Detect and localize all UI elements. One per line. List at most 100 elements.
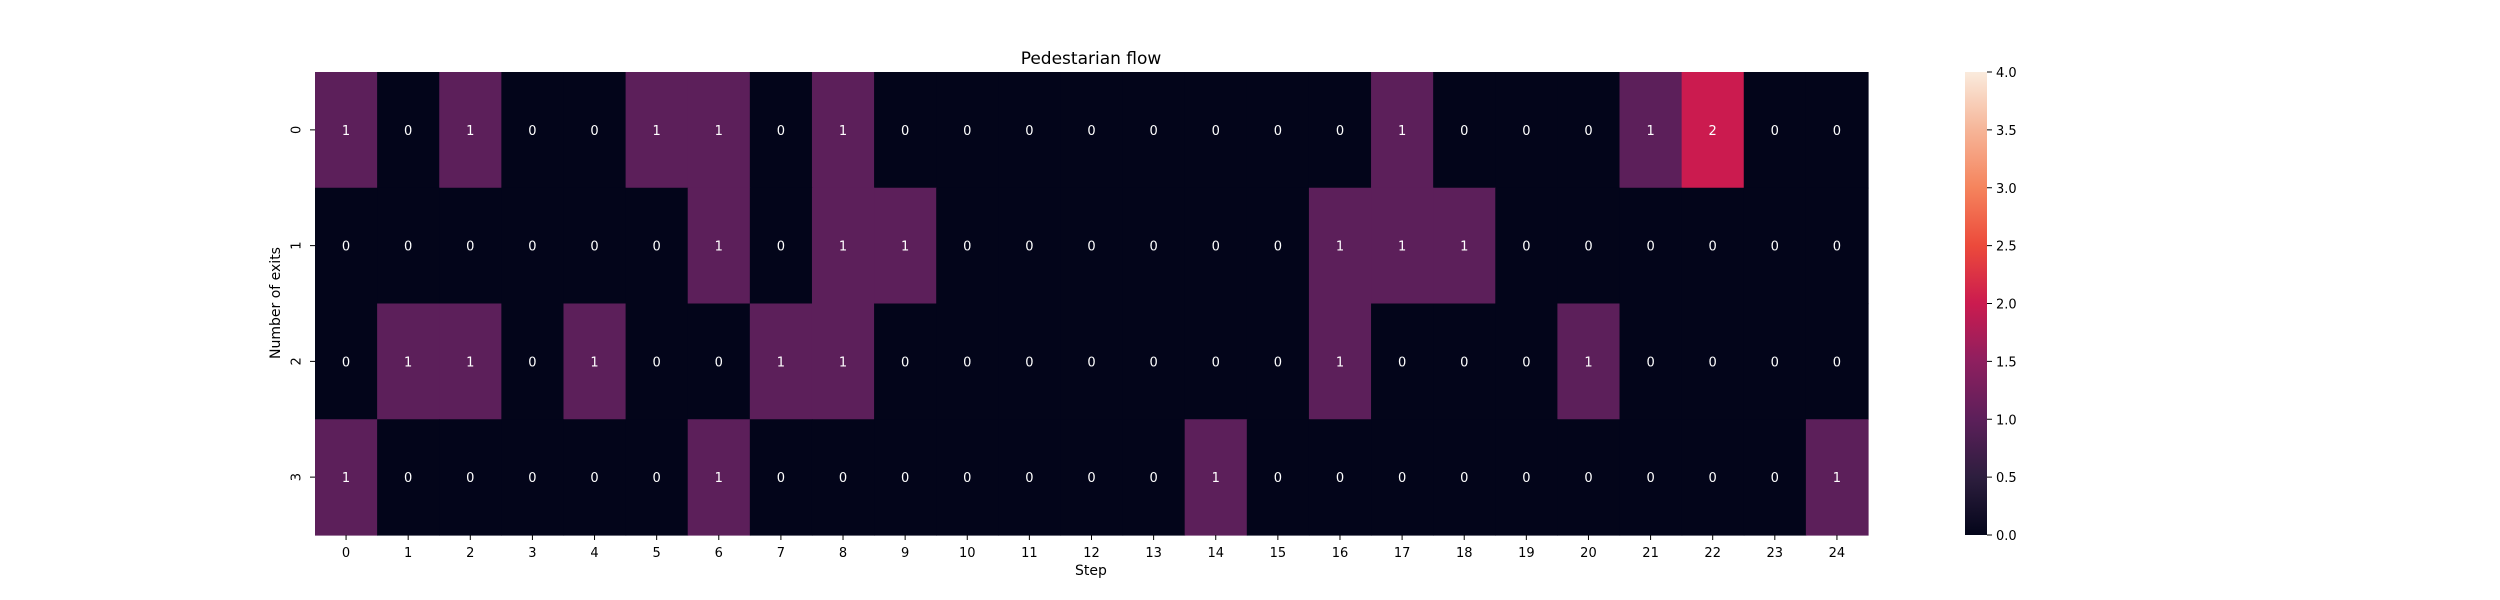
heatmap-cell bbox=[1184, 419, 1248, 536]
heatmap-cell bbox=[811, 187, 875, 305]
x-tick-label: 3 bbox=[528, 546, 536, 561]
heatmap-cell bbox=[936, 72, 999, 189]
x-tick-label: 15 bbox=[1270, 546, 1287, 561]
cell-value-label: 1 bbox=[1398, 240, 1406, 255]
cell-value-label: 0 bbox=[1646, 355, 1654, 370]
cell-value-label: 0 bbox=[901, 471, 909, 486]
heatmap-cell bbox=[1619, 303, 1683, 420]
heatmap-cell bbox=[377, 419, 440, 536]
colorbar-tick-label: 1.5 bbox=[1996, 355, 2017, 370]
cell-value-label: 0 bbox=[1398, 471, 1406, 486]
heatmap-cell bbox=[315, 72, 378, 189]
heatmap-cell bbox=[1495, 72, 1558, 189]
cell-value-label: 0 bbox=[528, 240, 536, 255]
heatmap-cell-labels: 1 0 1 0 0 1 1 0 1 0 0 0 0 0 0 0 0 1 0 0 0 1 2 0 0 0 0 0 0 0 0 1 0 1 1 0 0 0 0 0… bbox=[342, 124, 1841, 486]
heatmap-cell bbox=[1308, 419, 1372, 536]
heatmap-cell bbox=[1122, 72, 1186, 189]
colorbar-tick-label: 4.0 bbox=[1996, 66, 2017, 81]
cell-value-label: 0 bbox=[528, 471, 536, 486]
heatmap-cell bbox=[315, 303, 378, 420]
cell-value-label: 0 bbox=[1833, 355, 1841, 370]
heatmap-cell bbox=[1805, 419, 1869, 536]
heatmap-cell bbox=[1060, 187, 1124, 305]
cell-value-label: 0 bbox=[1833, 124, 1841, 139]
heatmap-cell bbox=[563, 187, 627, 305]
cell-value-label: 1 bbox=[466, 355, 474, 370]
cell-value-label: 0 bbox=[1212, 240, 1220, 255]
heatmap-cell bbox=[687, 187, 751, 305]
heatmap-cell bbox=[687, 419, 751, 536]
cell-value-label: 0 bbox=[1584, 471, 1592, 486]
cell-value-label: 0 bbox=[1336, 471, 1344, 486]
cell-value-label: 0 bbox=[963, 355, 971, 370]
cell-value-label: 0 bbox=[466, 471, 474, 486]
cell-value-label: 0 bbox=[1709, 355, 1717, 370]
cell-value-label: 0 bbox=[901, 355, 909, 370]
heatmap-cell bbox=[1495, 303, 1558, 420]
heatmap-cell bbox=[1743, 303, 1807, 420]
colorbar: 0.0 0.5 1.0 1.5 2.0 2.5 3.0 3.5 4.0 bbox=[1965, 66, 2017, 544]
cell-value-label: 0 bbox=[1087, 355, 1095, 370]
x-tick-label: 22 bbox=[1704, 546, 1721, 561]
heatmap-cell bbox=[687, 72, 751, 189]
heatmap-cell bbox=[501, 72, 565, 189]
cell-value-label: 0 bbox=[1087, 471, 1095, 486]
x-tick-label: 1 bbox=[404, 546, 412, 561]
heatmap-cell bbox=[874, 187, 937, 305]
cell-value-label: 0 bbox=[466, 240, 474, 255]
cell-value-label: 0 bbox=[1212, 124, 1220, 139]
cell-value-label: 0 bbox=[1336, 124, 1344, 139]
heatmap-cell bbox=[1619, 72, 1683, 189]
cell-value-label: 0 bbox=[342, 240, 350, 255]
colorbar-tick-label: 2.5 bbox=[1996, 240, 2017, 255]
x-tick-label: 9 bbox=[901, 546, 909, 561]
heatmap-cell bbox=[936, 187, 999, 305]
cell-value-label: 1 bbox=[839, 355, 847, 370]
heatmap-cell bbox=[998, 72, 1062, 189]
cell-value-label: 0 bbox=[963, 240, 971, 255]
cell-value-label: 0 bbox=[1771, 355, 1779, 370]
x-tick-label: 11 bbox=[1021, 546, 1038, 561]
y-tick-label: 0 bbox=[290, 126, 305, 134]
cell-value-label: 0 bbox=[1149, 240, 1157, 255]
heatmap-cell bbox=[377, 72, 440, 189]
heatmap-cell bbox=[687, 303, 751, 420]
cell-value-label: 0 bbox=[1149, 471, 1157, 486]
cell-value-label: 1 bbox=[901, 240, 909, 255]
heatmap-cell bbox=[1805, 187, 1869, 305]
heatmap-cell bbox=[1619, 187, 1683, 305]
colorbar-gradient bbox=[1965, 72, 1987, 535]
heatmap-cell bbox=[998, 419, 1062, 536]
heatmap-cell bbox=[1557, 72, 1621, 189]
heatmap-cell bbox=[1433, 303, 1496, 420]
x-tick-label: 21 bbox=[1642, 546, 1659, 561]
heatmap-cell bbox=[377, 187, 440, 305]
cell-value-label: 0 bbox=[1709, 471, 1717, 486]
heatmap-cell bbox=[501, 187, 565, 305]
cell-value-label: 0 bbox=[1833, 240, 1841, 255]
heatmap-cell bbox=[874, 419, 937, 536]
x-tick-label: 7 bbox=[777, 546, 785, 561]
y-axis-ticks: 0 1 2 3 bbox=[290, 126, 315, 481]
heatmap-cell bbox=[377, 303, 440, 420]
x-axis-ticks: 0 1 2 3 4 5 6 7 8 9 10 11 12 13 14 15 16 17 18 19 20 21 22 23 24 bbox=[342, 535, 1845, 561]
colorbar-tick-label: 0.0 bbox=[1996, 529, 2017, 544]
heatmap-cell bbox=[315, 187, 378, 305]
heatmap-cell bbox=[874, 72, 937, 189]
cell-value-label: 0 bbox=[1274, 471, 1282, 486]
cell-value-label: 0 bbox=[1025, 240, 1033, 255]
cell-value-label: 0 bbox=[901, 124, 909, 139]
cell-value-label: 1 bbox=[715, 240, 723, 255]
cell-value-label: 0 bbox=[963, 124, 971, 139]
x-tick-label: 23 bbox=[1767, 546, 1784, 561]
heatmap-cell bbox=[1371, 187, 1434, 305]
cell-value-label: 0 bbox=[1025, 124, 1033, 139]
cell-value-label: 0 bbox=[715, 355, 723, 370]
heatmap-cell bbox=[625, 419, 689, 536]
x-tick-label: 5 bbox=[653, 546, 661, 561]
y-tick-label: 1 bbox=[290, 241, 305, 249]
cell-value-label: 0 bbox=[777, 240, 785, 255]
cell-value-label: 0 bbox=[1460, 471, 1468, 486]
heatmap-cell bbox=[1681, 419, 1745, 536]
heatmap-cell bbox=[749, 303, 813, 420]
